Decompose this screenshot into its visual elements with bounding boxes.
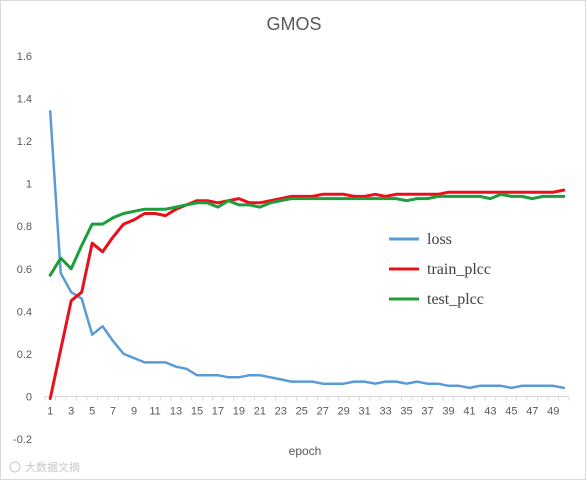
x-tick-label: 29 [338, 405, 350, 417]
x-tick-label: 41 [463, 405, 475, 417]
series-line-loss [48, 110, 566, 390]
x-tick-label: 33 [379, 405, 391, 417]
x-tick-label: 23 [275, 405, 287, 417]
x-tick-label: 43 [484, 405, 496, 417]
y-tick-label: 1.4 [17, 94, 32, 106]
x-tick-label: 45 [505, 405, 517, 417]
x-tick-label: 11 [149, 405, 160, 417]
y-tick-label: -0.2 [13, 434, 32, 446]
y-tick-label: 1.2 [17, 136, 32, 148]
series-layer [48, 110, 566, 401]
y-axis-ticks: -0.2 0 0.2 0.4 0.6 0.8 1 1.2 1.4 1.6 [13, 51, 32, 446]
chart-title: GMOS [266, 14, 321, 34]
x-tick-label: 5 [89, 405, 95, 417]
x-tick-label: 49 [547, 405, 559, 417]
y-tick-label: 0 [26, 391, 32, 403]
x-tick-label: 17 [212, 405, 224, 417]
series-line-test-plcc [48, 192, 566, 277]
x-tick-label: 31 [359, 405, 371, 417]
legend-label-loss: loss [427, 231, 452, 248]
x-tick-label: 7 [110, 405, 116, 417]
x-axis: 1 3 5 7 9 11 13 15 17 19 21 23 25 27 29 31 33 35 37 39 41 43 4… [44, 395, 570, 417]
x-tick-label: 13 [170, 405, 182, 417]
watermark: 大数据文摘 [9, 460, 80, 474]
series-line-train-plcc [48, 188, 566, 401]
y-tick-label: 0.8 [17, 221, 32, 233]
x-tick-label: 19 [233, 405, 245, 417]
legend-label-test-plcc: test_plcc [427, 291, 484, 308]
x-tick-label: 47 [526, 405, 538, 417]
x-tick-label: 35 [400, 405, 412, 417]
x-tick-label: 27 [317, 405, 329, 417]
x-tick-label: 37 [421, 405, 433, 417]
x-tick-label: 9 [131, 405, 137, 417]
y-tick-label: 0.4 [17, 306, 32, 318]
x-tick-label: 3 [68, 405, 74, 417]
watermark-text: 大数据文摘 [25, 460, 80, 474]
legend-label-train-plcc: train_plcc [427, 261, 491, 278]
x-tick-label: 25 [296, 405, 308, 417]
y-tick-label: 0.2 [17, 349, 32, 361]
watermark-logo-icon [9, 461, 21, 473]
legend: loss train_plcc test_plcc [389, 231, 491, 308]
y-tick-label: 1.6 [17, 51, 32, 63]
x-tick-label: 21 [254, 405, 266, 417]
x-axis-label: epoch [289, 444, 322, 458]
x-tick-label: 39 [442, 405, 454, 417]
x-tick-label: 15 [191, 405, 203, 417]
y-tick-label: 1 [26, 179, 32, 191]
y-tick-label: 0.6 [17, 264, 32, 276]
x-tick-label: 1 [47, 405, 53, 417]
